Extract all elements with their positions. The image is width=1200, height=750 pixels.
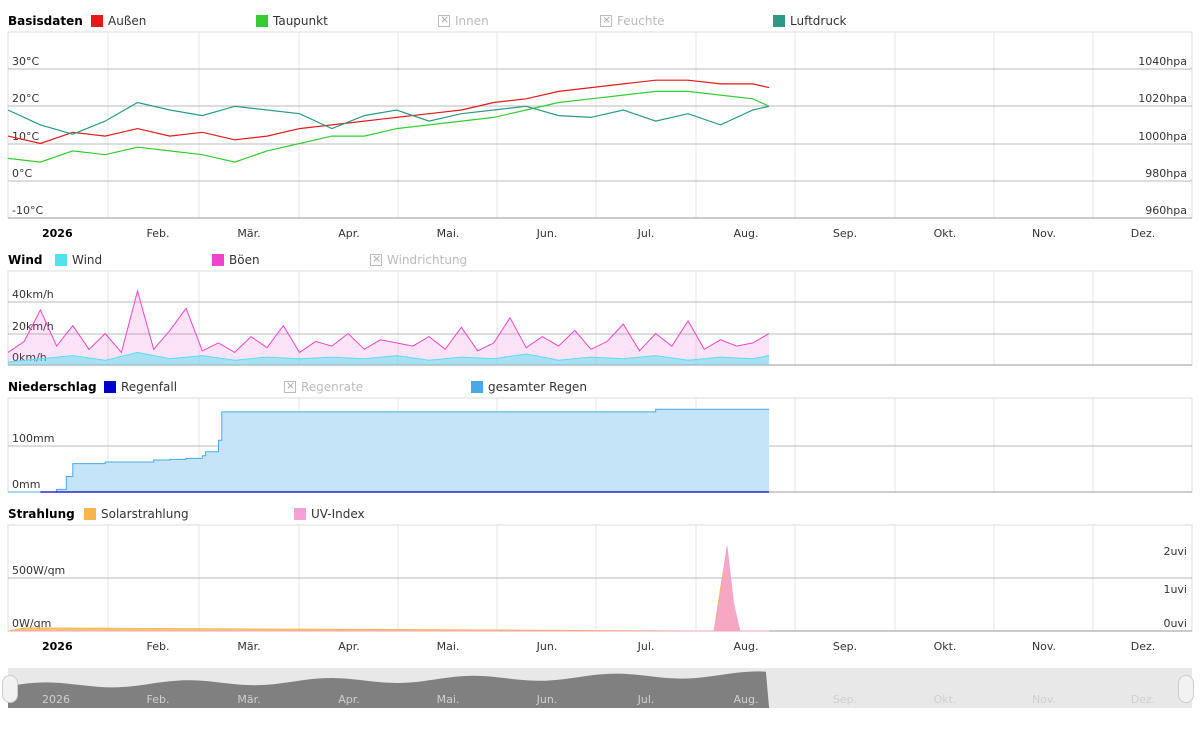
xaxis-top-month-8: Okt.	[934, 227, 957, 240]
y-left-tick-0-1: 20°C	[12, 92, 39, 105]
y-left-tick-1-1: 20km/h	[12, 320, 54, 333]
rain-area-0	[8, 409, 770, 492]
y-right-tick-0-2: 1000hpa	[1138, 130, 1187, 143]
legend-taupunkt[interactable]: Taupunkt	[256, 14, 328, 28]
xaxis-bottom-month-3: Mai.	[437, 640, 460, 653]
navigator-month-1: Mär.	[237, 693, 260, 706]
y-right-tick-3-2: 0uvi	[1163, 617, 1187, 630]
legend-boeen[interactable]: Böen	[212, 253, 260, 267]
xaxis-top-month-2: Apr.	[338, 227, 360, 240]
rain-line-0	[8, 408, 770, 493]
series-line-0	[7, 79, 770, 145]
title-strahlung: Strahlung	[8, 507, 75, 521]
xaxis-top-month-5: Jul.	[637, 227, 655, 240]
legend-feuchte[interactable]: Feuchte	[600, 13, 665, 28]
navigator-area	[8, 671, 770, 708]
navigator-month-0: Feb.	[147, 693, 170, 706]
title-wind: Wind	[8, 253, 43, 267]
legend-regenrate[interactable]: Regenrate	[284, 379, 363, 394]
title-niederschlag: Niederschlag	[8, 380, 97, 394]
series-line-2	[7, 101, 770, 135]
navigator-month-3: Mai.	[437, 693, 460, 706]
wind-area-1	[8, 352, 770, 365]
xaxis-bottom-year: 2026	[42, 640, 73, 653]
y-right-tick-0-3: 980hpa	[1145, 167, 1187, 180]
navigator-month-7: Sep.	[833, 693, 857, 706]
series-line-1	[7, 90, 770, 163]
navigator-year: 2026	[42, 693, 70, 706]
legend-gesamter-regen[interactable]: gesamter Regen	[471, 380, 587, 394]
xaxis-bottom-month-8: Okt.	[934, 640, 957, 653]
legend-windrichtung[interactable]: Windrichtung	[370, 252, 467, 267]
title-basisdaten: Basisdaten	[8, 14, 83, 28]
legend-luftdruck[interactable]: Luftdruck	[773, 14, 847, 28]
legend-aussen[interactable]: Außen	[91, 14, 146, 28]
y-left-tick-0-2: 10°C	[12, 130, 39, 143]
xaxis-top-year: 2026	[42, 227, 73, 240]
y-left-tick-0-0: 30°C	[12, 55, 39, 68]
xaxis-bottom-month-9: Nov.	[1032, 640, 1056, 653]
legend-regenfall[interactable]: Regenfall	[104, 380, 177, 394]
xaxis-top-month-0: Feb.	[147, 227, 170, 240]
xaxis-bottom-month-2: Apr.	[338, 640, 360, 653]
xaxis-top-month-10: Dez.	[1131, 227, 1156, 240]
radiation-area-1	[8, 546, 770, 632]
y-right-tick-0-0: 1040hpa	[1138, 55, 1187, 68]
xaxis-bottom-month-0: Feb.	[147, 640, 170, 653]
y-right-tick-3-1: 1uvi	[1163, 583, 1187, 596]
xaxis-bottom-month-7: Sep.	[833, 640, 857, 653]
legend-uv-index[interactable]: UV-Index	[294, 507, 365, 521]
xaxis-top-month-4: Jun.	[536, 227, 558, 240]
navigator-month-5: Jul.	[637, 693, 655, 706]
y-left-tick-1-0: 40km/h	[12, 288, 54, 301]
xaxis-top-month-3: Mai.	[437, 227, 460, 240]
wind-area-0	[8, 291, 770, 365]
navigator-month-6: Aug.	[734, 693, 759, 706]
legend-solarstrahlung[interactable]: Solarstrahlung	[84, 507, 189, 521]
xaxis-top-month-9: Nov.	[1032, 227, 1056, 240]
navigator-month-8: Okt.	[934, 693, 957, 706]
navigator-month-10: Dez.	[1131, 693, 1156, 706]
navigator-right-handle[interactable]	[1178, 675, 1194, 703]
xaxis-bottom-month-10: Dez.	[1131, 640, 1156, 653]
wind-line-0	[7, 289, 770, 354]
plot-area-0	[7, 31, 1193, 219]
xaxis-bottom-month-4: Jun.	[536, 640, 558, 653]
y-left-tick-0-3: 0°C	[12, 167, 32, 180]
navigator-month-2: Apr.	[338, 693, 360, 706]
y-right-tick-3-0: 2uvi	[1163, 545, 1187, 558]
legend-wind[interactable]: Wind	[55, 253, 102, 267]
navigator-month-9: Nov.	[1032, 693, 1056, 706]
navigator-month-4: Jun.	[536, 693, 558, 706]
xaxis-bottom-month-1: Mär.	[237, 640, 260, 653]
wind-line-1	[7, 351, 770, 363]
legend-innen[interactable]: Innen	[438, 13, 489, 28]
xaxis-top-month-7: Sep.	[833, 227, 857, 240]
y-left-tick-3-0: 500W/qm	[12, 564, 65, 577]
y-left-tick-2-1: 0mm	[12, 478, 40, 491]
xaxis-top-month-6: Aug.	[734, 227, 759, 240]
y-right-tick-0-1: 1020hpa	[1138, 92, 1187, 105]
y-left-tick-2-0: 100mm	[12, 432, 54, 445]
y-left-tick-0-4: -10°C	[12, 204, 43, 217]
xaxis-top-month-1: Mär.	[237, 227, 260, 240]
y-left-tick-3-1: 0W/qm	[12, 617, 51, 630]
xaxis-bottom-month-6: Aug.	[734, 640, 759, 653]
xaxis-bottom-month-5: Jul.	[637, 640, 655, 653]
y-right-tick-0-4: 960hpa	[1145, 204, 1187, 217]
navigator-left-handle[interactable]	[2, 675, 18, 703]
